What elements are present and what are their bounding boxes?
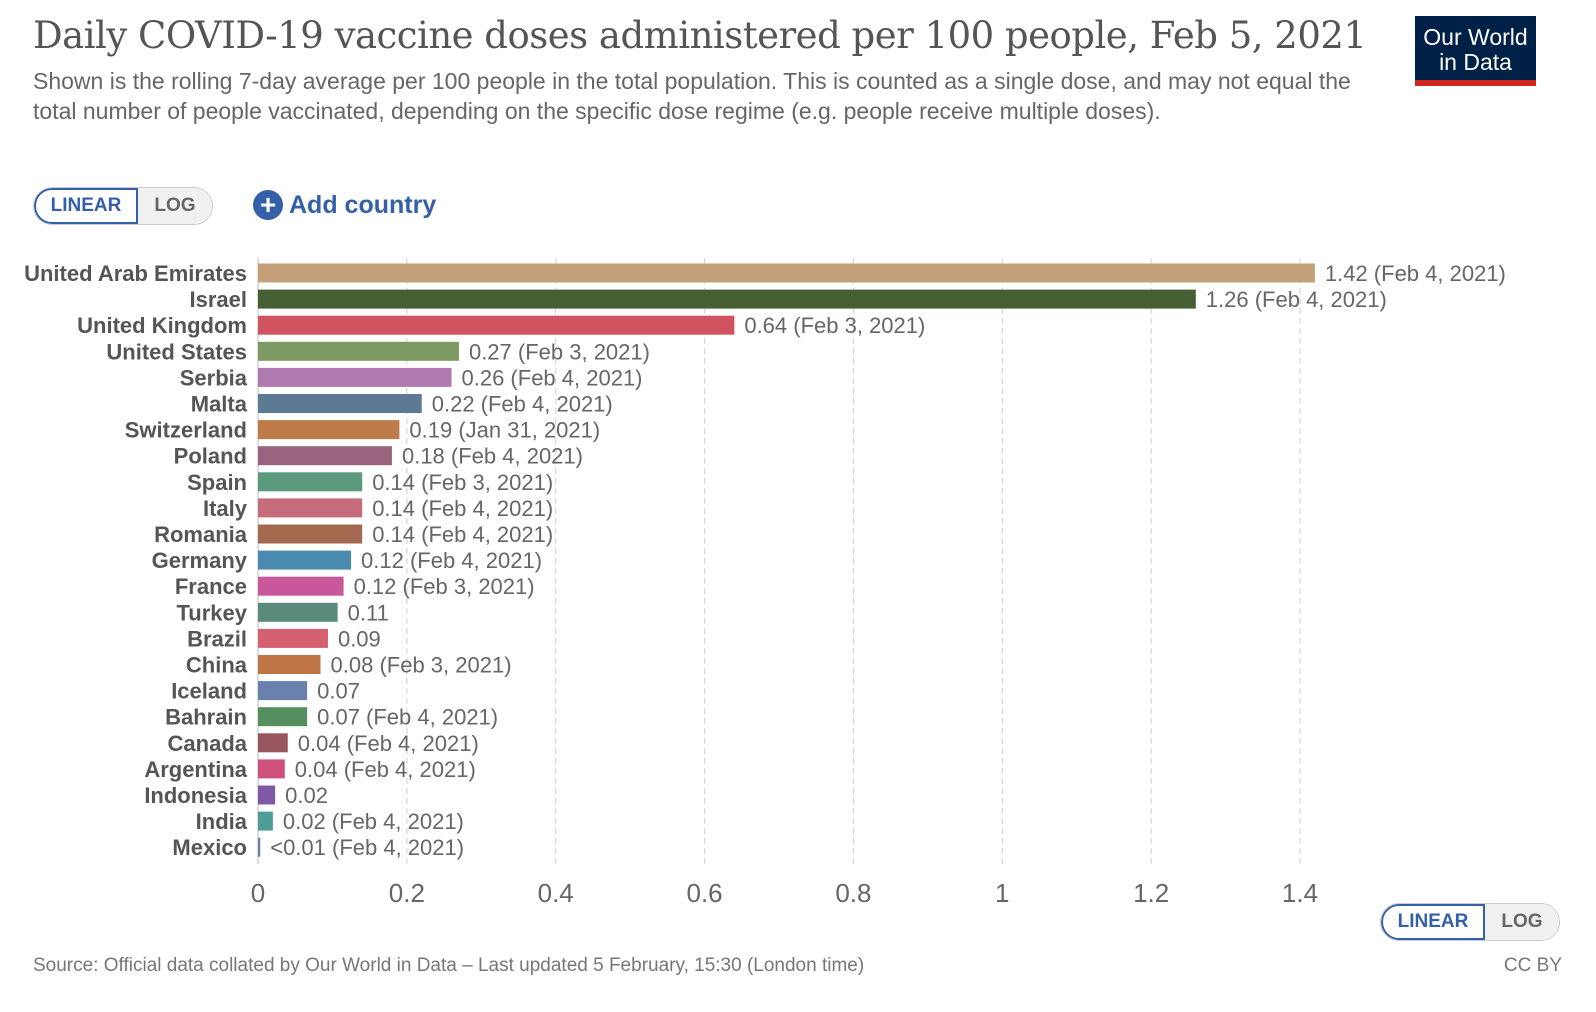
category-label: Spain [187, 470, 247, 495]
category-label: India [196, 809, 248, 834]
category-label: United States [106, 339, 247, 364]
category-label: United Kingdom [77, 313, 247, 338]
chart-subtitle: Shown is the rolling 7-day average per 1… [33, 68, 1351, 124]
value-label: 1.26 (Feb 4, 2021) [1206, 287, 1387, 312]
category-label: Turkey [176, 600, 247, 625]
value-label: 0.04 (Feb 4, 2021) [298, 731, 479, 756]
bar-chart: 0 0.2 0.4 0.6 0.8 1 1.2 1.4 United Arab Emirates… [24, 258, 1506, 908]
bar [258, 263, 1315, 283]
value-label: 0.02 (Feb 4, 2021) [283, 809, 464, 834]
value-label: 0.14 (Feb 4, 2021) [372, 522, 553, 547]
bar [258, 367, 452, 387]
plus-circle-icon: + [253, 190, 283, 220]
bar [258, 289, 1196, 309]
value-label: 0.14 (Feb 4, 2021) [372, 496, 553, 521]
category-label: United Arab Emirates [24, 261, 247, 286]
value-label: 0.26 (Feb 4, 2021) [462, 365, 643, 390]
x-tick-label: 1 [995, 878, 1009, 908]
scale-toggle-top: LINEAR LOG [33, 187, 213, 225]
x-tick-label: 0.4 [538, 878, 574, 908]
value-label: 0.14 (Feb 3, 2021) [372, 470, 553, 495]
linear-scale-button[interactable]: LINEAR [34, 188, 138, 224]
category-label: Iceland [171, 679, 247, 704]
value-label: 0.02 [285, 783, 328, 808]
category-label: Canada [168, 731, 248, 756]
value-label: 0.12 (Feb 4, 2021) [361, 548, 542, 573]
category-label: Serbia [180, 365, 248, 390]
category-label: Brazil [187, 626, 247, 651]
bar [258, 550, 352, 570]
chart-title: Daily COVID-19 vaccine doses administere… [33, 14, 1367, 57]
bar [258, 785, 276, 805]
category-label: China [186, 653, 248, 678]
value-label: 0.64 (Feb 3, 2021) [744, 313, 925, 338]
bar [258, 341, 459, 361]
bar [258, 394, 422, 413]
bar [258, 655, 321, 674]
bar [258, 498, 363, 518]
category-label: Argentina [144, 757, 247, 782]
x-tick-label: 0 [251, 878, 265, 908]
category-label: Germany [152, 548, 248, 573]
bar [258, 472, 363, 492]
category-label: Romania [154, 522, 248, 547]
value-label: 0.08 (Feb 3, 2021) [331, 653, 512, 678]
value-label: 0.04 (Feb 4, 2021) [295, 757, 476, 782]
value-label: 0.07 (Feb 4, 2021) [317, 705, 498, 730]
category-label: Italy [203, 496, 248, 521]
bar [258, 681, 308, 701]
x-tick-label: 0.2 [389, 878, 425, 908]
bar [258, 811, 273, 831]
x-tick-label: 0.8 [835, 878, 871, 908]
x-tick-label: 1.4 [1282, 878, 1318, 908]
bar [258, 576, 344, 596]
category-label: Mexico [172, 835, 247, 860]
bar [258, 602, 338, 622]
value-label: 0.18 (Feb 4, 2021) [402, 444, 583, 469]
x-tick-label: 1.2 [1133, 878, 1169, 908]
category-label: Israel [190, 287, 248, 312]
bar [258, 524, 363, 544]
bar [258, 420, 400, 440]
add-country-button[interactable]: + Add country [253, 188, 436, 222]
bar [258, 707, 308, 727]
bar [258, 628, 328, 648]
category-label: Switzerland [125, 418, 247, 443]
value-label: 0.09 [338, 626, 381, 651]
value-label: 0.11 [348, 600, 389, 625]
value-label: 1.42 (Feb 4, 2021) [1325, 261, 1506, 286]
bar [258, 759, 285, 779]
bar [258, 837, 261, 857]
value-label: <0.01 (Feb 4, 2021) [270, 835, 464, 860]
category-label: Malta [191, 392, 248, 417]
scale-toggle-bottom: LINEAR LOG [1380, 903, 1560, 941]
add-country-label: Add country [289, 190, 437, 219]
category-label: Bahrain [165, 705, 247, 730]
value-label: 0.27 (Feb 3, 2021) [469, 339, 650, 364]
bar [258, 315, 735, 335]
owid-logo[interactable]: Our World in Data [1415, 16, 1536, 86]
bar [258, 446, 392, 466]
value-label: 0.12 (Feb 3, 2021) [354, 574, 535, 599]
bar [258, 733, 288, 753]
value-label: 0.19 (Jan 31, 2021) [409, 418, 600, 443]
license-link[interactable]: CC BY [1503, 955, 1562, 976]
logo-line-1: Our World [1423, 24, 1528, 50]
x-tick-label: 0.6 [686, 878, 722, 908]
linear-scale-button-bottom[interactable]: LINEAR [1381, 904, 1485, 940]
value-label: 0.22 (Feb 4, 2021) [432, 392, 613, 417]
category-label: Poland [174, 444, 247, 469]
log-scale-button-bottom[interactable]: LOG [1485, 904, 1559, 940]
value-label: 0.07 [317, 679, 360, 704]
category-label: France [175, 574, 247, 599]
log-scale-button[interactable]: LOG [138, 188, 212, 224]
logo-line-2: in Data [1439, 49, 1512, 75]
category-label: Indonesia [144, 783, 247, 808]
source-note: Source: Official data collated by Our Wo… [33, 955, 865, 976]
